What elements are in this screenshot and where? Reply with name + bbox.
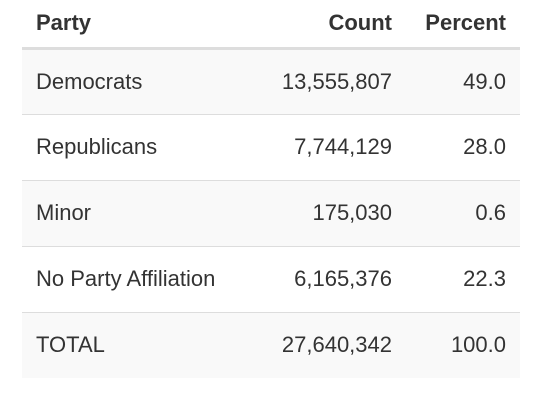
party-cell: Democrats	[22, 48, 262, 114]
party-cell: Republicans	[22, 113, 262, 180]
table-row: Republicans 7,744,129 28.0	[22, 113, 520, 180]
percent-cell: 49.0	[406, 48, 520, 114]
count-cell: 6,165,376	[262, 245, 406, 312]
percent-cell: 28.0	[406, 113, 520, 180]
party-registration-table: Party Count Percent Democrats 13,555,807…	[22, 0, 520, 378]
count-cell: 7,744,129	[262, 113, 406, 180]
count-cell: 27,640,342	[262, 311, 406, 378]
party-cell: Minor	[22, 179, 262, 246]
table-row: No Party Affiliation 6,165,376 22.3	[22, 245, 520, 312]
table-header: Party Count Percent	[22, 0, 520, 50]
count-cell: 13,555,807	[262, 48, 406, 114]
party-cell: No Party Affiliation	[22, 245, 262, 312]
header-count: Count	[262, 0, 406, 50]
percent-cell: 22.3	[406, 245, 520, 312]
table-row: Democrats 13,555,807 49.0	[22, 48, 520, 114]
table-row-total: TOTAL 27,640,342 100.0	[22, 311, 520, 378]
percent-cell: 100.0	[406, 311, 520, 378]
header-row: Party Count Percent	[22, 0, 520, 50]
percent-cell: 0.6	[406, 179, 520, 246]
header-percent: Percent	[406, 0, 520, 50]
table-row: Minor 175,030 0.6	[22, 179, 520, 246]
party-cell: TOTAL	[22, 311, 262, 378]
header-party: Party	[22, 0, 262, 50]
table-body: Democrats 13,555,807 49.0 Republicans 7,…	[22, 48, 520, 378]
count-cell: 175,030	[262, 179, 406, 246]
party-registration-table-container: Party Count Percent Democrats 13,555,807…	[22, 0, 520, 378]
